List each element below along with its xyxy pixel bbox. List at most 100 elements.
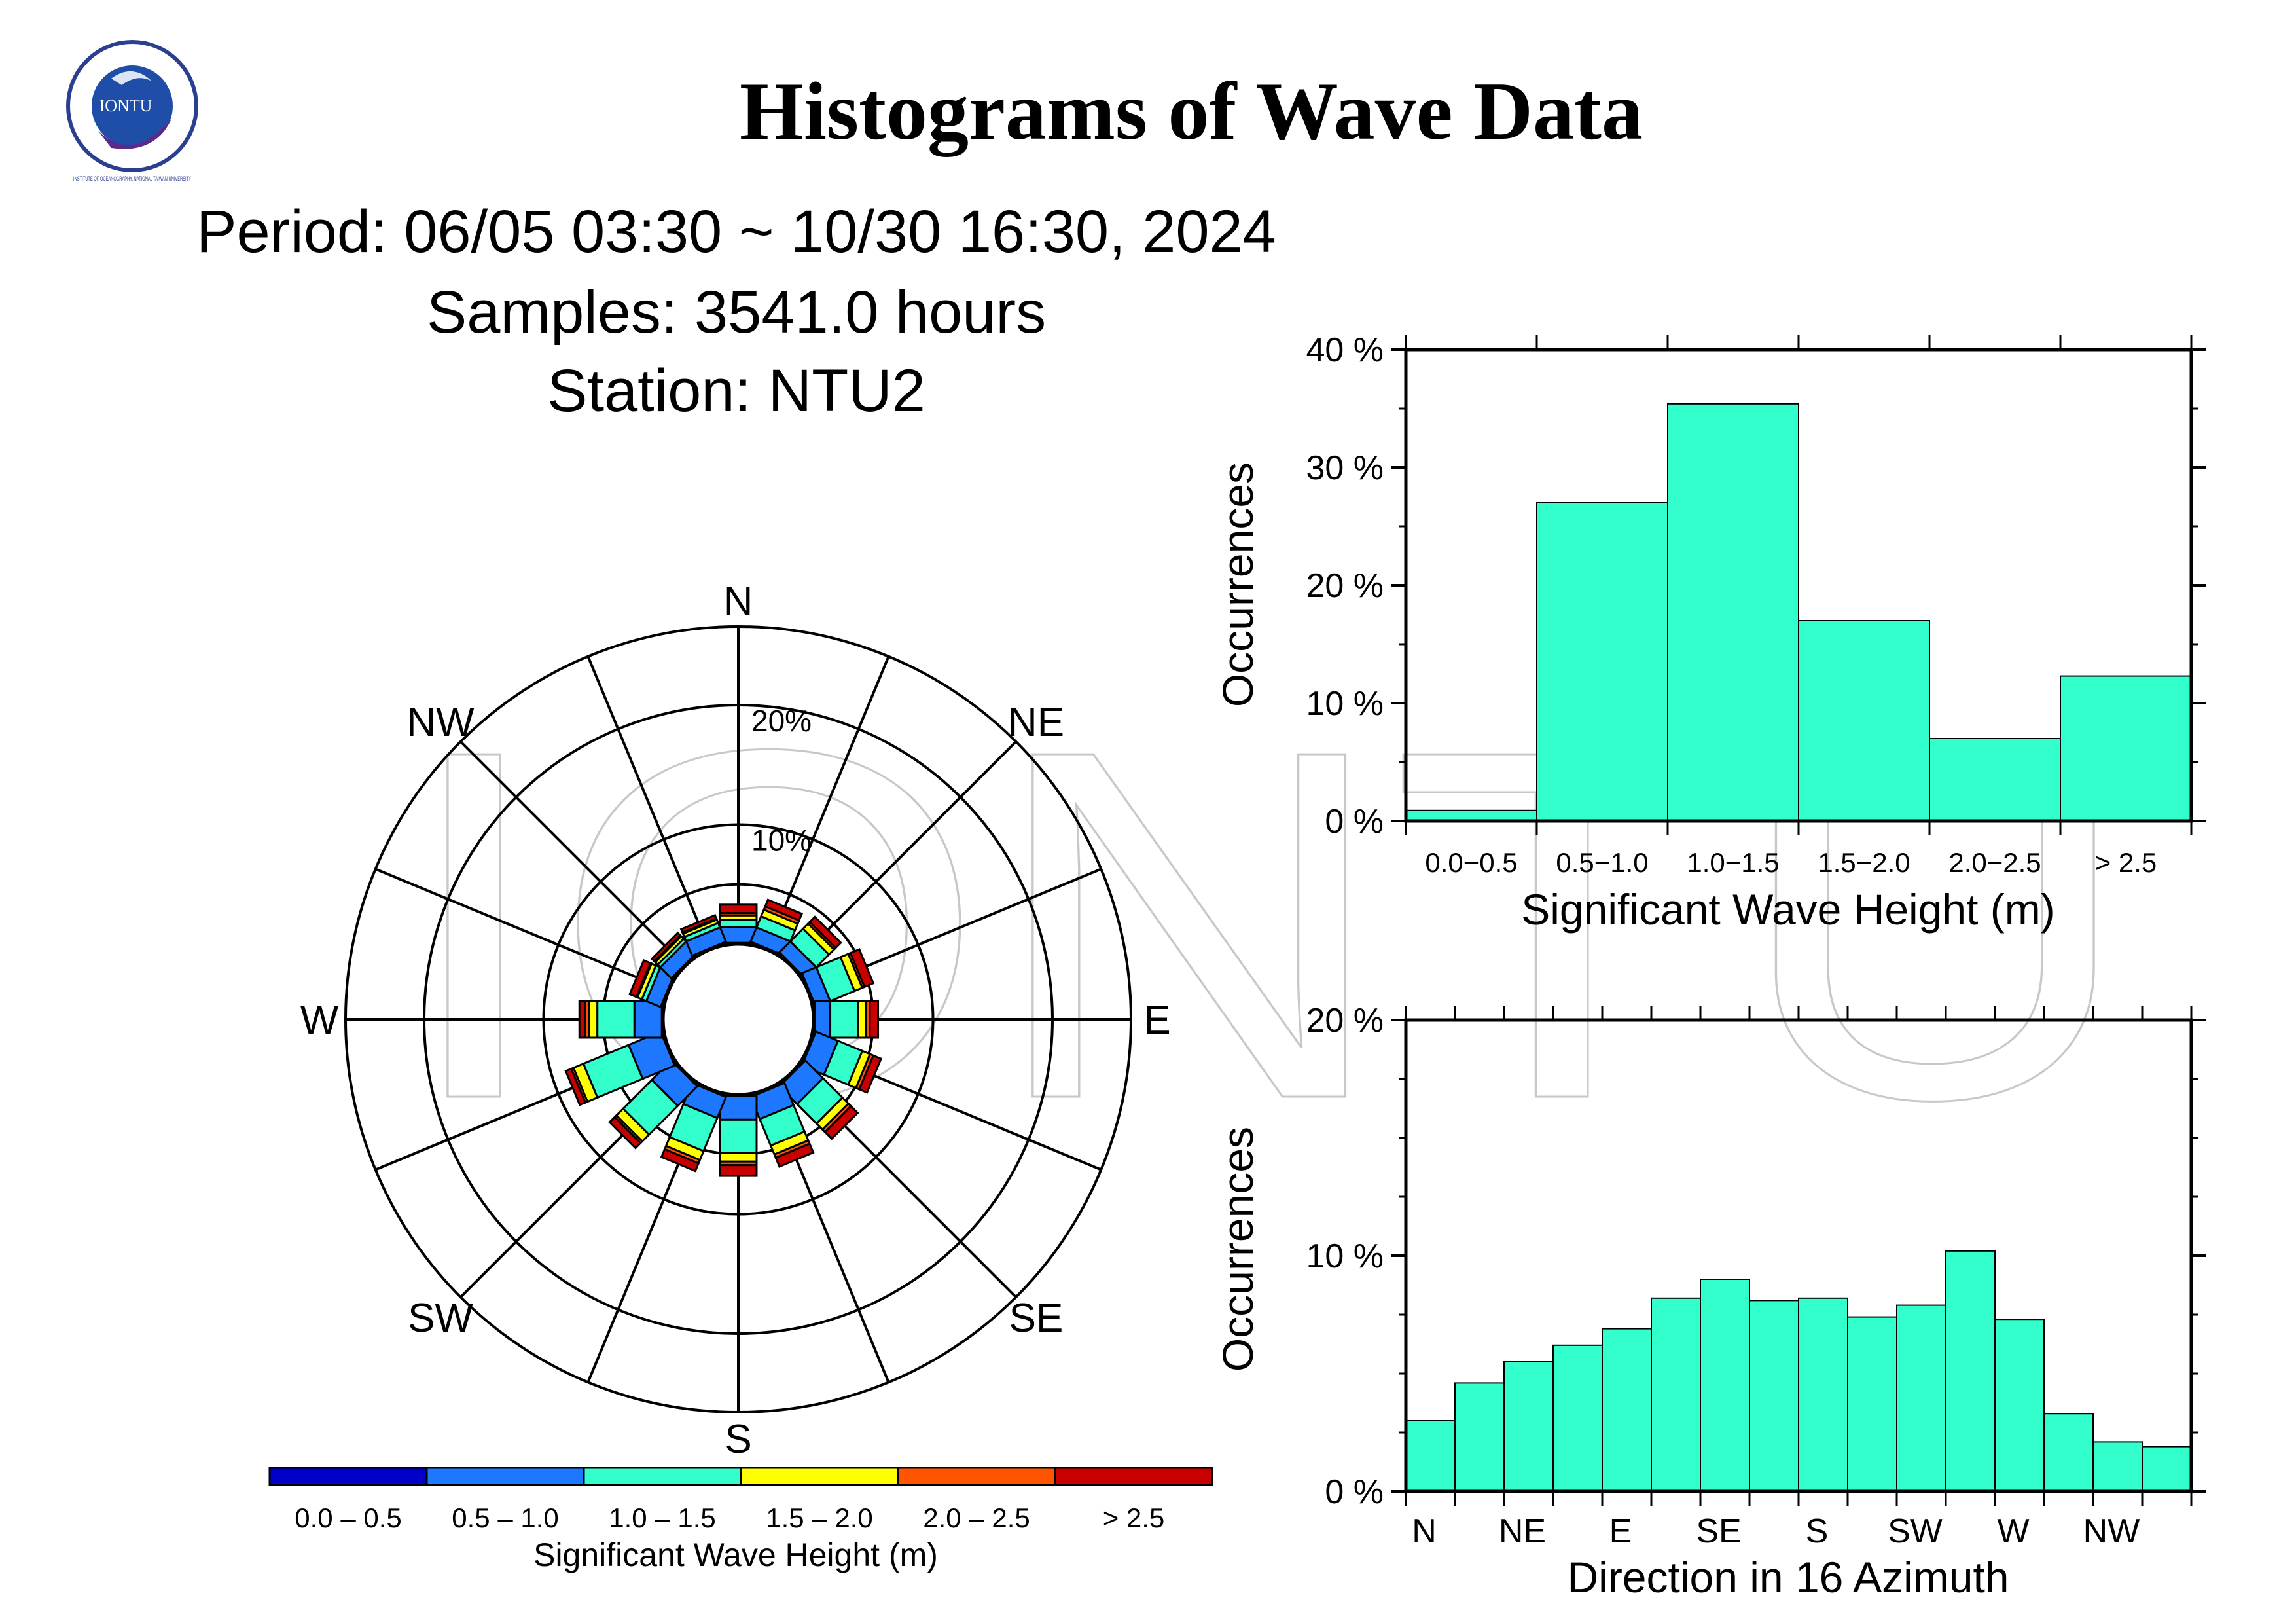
height-histogram-xlabel: Significant Wave Height (m) [1521,885,2055,934]
rose-spoke [586,655,711,951]
rose-segment [764,898,804,922]
legend-label: 1.0 – 1.5 [609,1503,715,1533]
x-tick-label: S [1806,1512,1829,1550]
rose-segment [857,1054,883,1094]
iontu-logo: IONTU INSTITUTE OF OCEANOGRAPHY, NATIONA… [66,40,198,182]
y-tick-label: 10 % [1306,685,1384,723]
rose-bar-sw [608,1058,700,1150]
rose-spoke [766,655,890,951]
rose-compass-label: SE [1009,1296,1064,1341]
histogram-bar [1929,738,2061,822]
histogram-bar [1700,1279,1750,1492]
rose-compass-label: NW [406,700,475,745]
x-tick-label: 0.5−1.0 [1556,847,1648,878]
rose-segment [808,915,842,949]
rose-spoke [790,740,1017,968]
rose-segment [719,1152,758,1163]
histogram-bar [1405,1420,1456,1492]
rose-segment [849,948,875,989]
legend-label: 1.5 – 2.0 [766,1503,872,1533]
histogram-bar [1945,1250,1996,1493]
rose-compass-label: W [300,998,339,1043]
rose-bar-w [578,1000,664,1039]
samples-text: Samples: 3541.0 hours [427,279,1046,346]
rose-segment [628,958,652,998]
logo-ring-text: INSTITUTE OF OCEANOGRAPHY, NATIONAL TAIW… [73,175,191,182]
rose-segment [596,1000,636,1039]
y-tick-label: 20 % [1306,567,1384,605]
rose-bar-e [812,1000,880,1039]
histogram-bar [2142,1446,2192,1493]
rose-segment [829,1000,859,1039]
rose-compass-label: SW [408,1296,473,1341]
rose-legend: 0.0 – 0.5 0.5 – 1.0 1.0 – 1.5 1.5 – 2.0 2.0 … [268,1467,1213,1573]
x-tick-label: 0.0−0.5 [1425,847,1517,878]
legend-swatch [268,1467,428,1486]
rose-bar-nne [749,898,804,958]
rose-segment [869,1000,880,1039]
legend-swatch [583,1467,742,1486]
rose-compass-label: S [725,1417,751,1462]
rose-segment [564,1067,587,1106]
direction-histogram: 0 % 10 % 20 % N NE E SE S SW W NW [1306,1002,2206,1550]
histogram-bar [1749,1300,1799,1493]
rose-compass-label: NE [1008,700,1064,745]
y-tick-label: 20 % [1306,1002,1384,1040]
histogram-bar [1454,1382,1505,1492]
y-tick-label: 10 % [1306,1237,1384,1275]
rose-segment [588,1000,599,1039]
legend-label: > 2.5 [1103,1503,1165,1533]
histogram-bar [2092,1441,2143,1492]
histogram-bar [1667,403,1799,822]
wave-rose-chart: 10% 20% N NE E SE S SW W NW [300,579,1171,1462]
height-histogram: 0 % 10 % 20 % 30 % 40 % 0.0−0.5 0.5−1.0 1.0−1.5… [1306,331,2206,878]
histogram-bar [1536,502,1668,822]
histogram-bar [1651,1297,1701,1493]
x-tick-label: E [1609,1512,1632,1550]
rose-center-hole [661,942,816,1097]
x-tick-label: 2.0−2.5 [1948,847,2041,878]
histogram-bar [1847,1316,1897,1492]
station-text: Station: NTU2 [547,357,925,424]
page-title: Histograms of Wave Data [740,66,1643,157]
rose-segment [719,919,758,928]
rose-segment [719,1118,758,1154]
rose-segment [650,931,682,963]
histogram-bar [2060,675,2192,822]
rose-spoke [459,740,687,968]
rose-segment [719,903,758,915]
rose-segment [774,1142,815,1168]
legend-swatch [740,1467,899,1486]
y-tick-label: 40 % [1306,331,1384,369]
rose-ring-label: 10% [751,824,812,858]
x-tick-label: SE [1696,1512,1741,1550]
rose-segment [679,913,718,934]
histogram-bar [1896,1304,1946,1492]
y-tick-label: 0 % [1325,1473,1384,1511]
x-tick-label: 1.5−2.0 [1818,847,1910,878]
histogram-bar [1552,1344,1603,1493]
x-tick-label: 1.0−1.5 [1687,847,1779,878]
rose-segment [578,1000,586,1039]
rose-segment [823,1104,859,1140]
legend-swatch [425,1467,585,1486]
period-text: Period: 06/05 03:30 ~ 10/30 16:30, 2024 [196,198,1276,265]
height-histogram-ylabel: Occurrences [1213,462,1262,707]
direction-histogram-ylabel: Occurrences [1213,1127,1262,1372]
legend-label: 0.0 – 0.5 [295,1503,401,1533]
rose-ring-label: 20% [751,704,812,738]
histogram-bar [1602,1328,1652,1492]
legend-swatch [897,1467,1056,1486]
rose-segment [719,1164,758,1177]
direction-histogram-xlabel: Direction in 16 Azimuth [1568,1553,2009,1601]
legend-label: 0.5 – 1.0 [452,1503,558,1533]
rose-bar-s [719,1093,758,1177]
legend-swatch [1054,1467,1213,1486]
y-tick-label: 30 % [1306,449,1384,487]
rose-compass-label: N [724,579,753,624]
y-tick-label: 0 % [1325,803,1384,841]
x-tick-label: > 2.5 [2095,847,2157,878]
x-tick-label: SW [1888,1512,1943,1550]
rose-spoke [374,867,670,992]
